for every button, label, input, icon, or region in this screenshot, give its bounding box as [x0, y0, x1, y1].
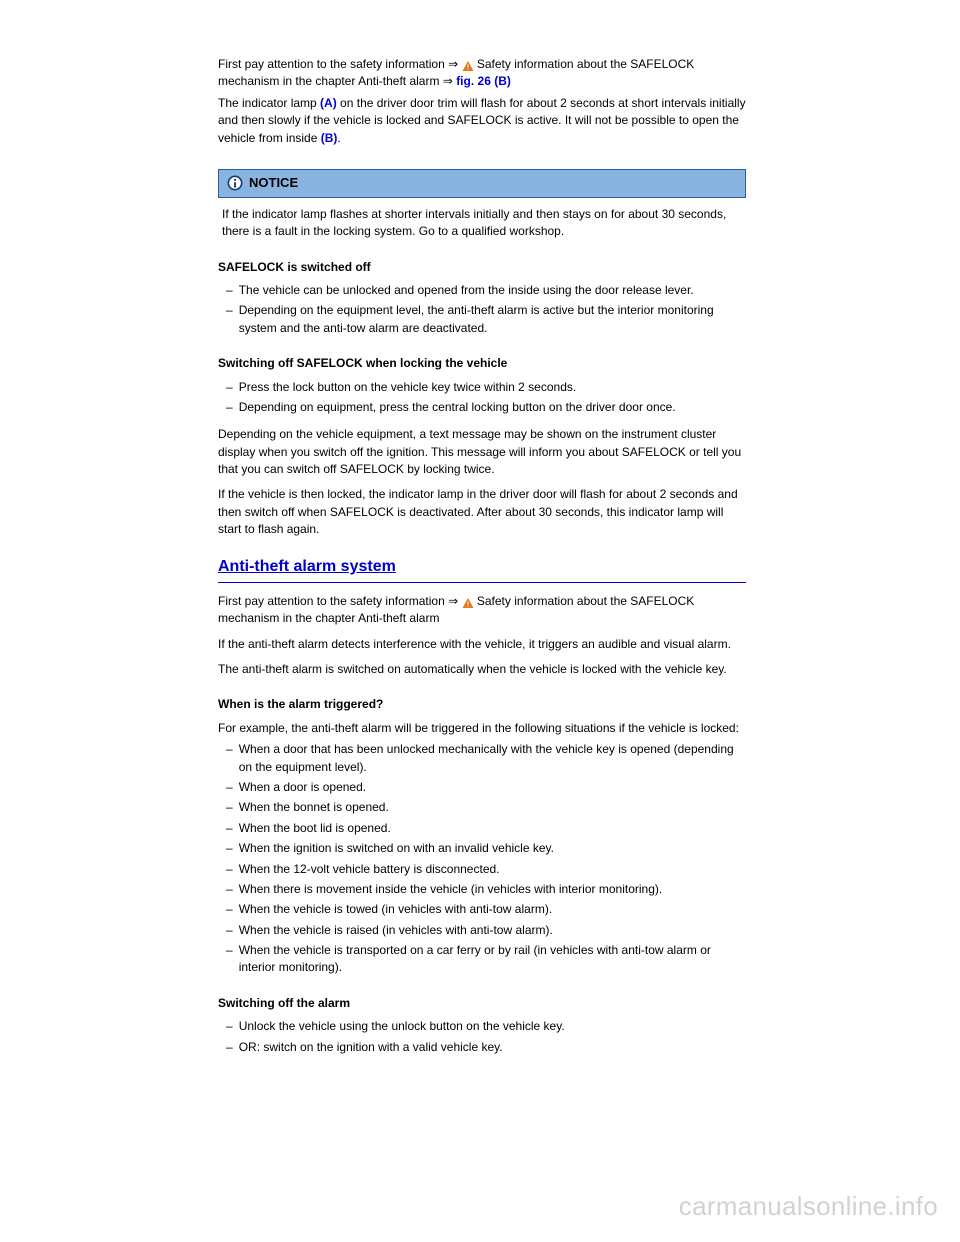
bullet-dash: –: [226, 741, 233, 776]
notice-box: NOTICE If the indicator lamp flashes at …: [218, 169, 746, 241]
list-item: –When the bonnet is opened.: [226, 799, 746, 816]
bullet-text: When the bonnet is opened.: [239, 799, 746, 816]
antitheft-p1: If the anti-theft alarm detects interfer…: [218, 636, 746, 653]
bullet-dash: –: [226, 399, 233, 416]
list-item: –When the boot lid is opened.: [226, 820, 746, 837]
bullet-dash: –: [226, 942, 233, 977]
bullet-dash: –: [226, 799, 233, 816]
bullet-dash: –: [226, 779, 233, 796]
bullet-text: The vehicle can be unlocked and opened f…: [239, 282, 746, 299]
bullet-dash: –: [226, 1018, 233, 1035]
safelock-off-bullets: – The vehicle can be unlocked and opened…: [226, 282, 746, 337]
bullet-text: When the vehicle is transported on a car…: [239, 942, 746, 977]
when-triggered-bullets: –When a door that has been unlocked mech…: [226, 741, 746, 977]
figure-ref-suffix[interactable]: (B): [494, 74, 511, 88]
switching-off-p1: Depending on the vehicle equipment, a te…: [218, 426, 746, 478]
bullet-text: Press the lock button on the vehicle key…: [239, 379, 746, 396]
intro-paragraph-2: The indicator lamp (A) on the driver doo…: [218, 95, 746, 147]
list-item: –When there is movement inside the vehic…: [226, 881, 746, 898]
bullet-dash: –: [226, 861, 233, 878]
bullet-text: Depending on the equipment level, the an…: [239, 302, 746, 337]
safelock-off-title: SAFELOCK is switched off: [218, 259, 746, 276]
intro-text-2: The indicator lamp (A) on the driver doo…: [218, 96, 746, 145]
warning-icon: [462, 60, 474, 72]
bullet-text: Depending on equipment, press the centra…: [239, 399, 746, 416]
bullet-text: When a door that has been unlocked mecha…: [239, 741, 746, 776]
list-item: –When a door is opened.: [226, 779, 746, 796]
notice-icon: [227, 175, 243, 191]
list-item: – Depending on equipment, press the cent…: [226, 399, 746, 416]
antitheft-intro-a: First pay attention to the safety inform…: [218, 594, 445, 608]
bullet-text: When the vehicle is raised (in vehicles …: [239, 922, 746, 939]
warning-icon: [462, 597, 474, 609]
list-item: –When the ignition is switched on with a…: [226, 840, 746, 857]
watermark-text: carmanualsonline.info: [679, 1188, 938, 1226]
heading-rule: [218, 582, 746, 583]
notice-title: NOTICE: [249, 174, 298, 193]
ref-A-link[interactable]: (A): [320, 96, 337, 110]
list-item: –When the 12-volt vehicle battery is dis…: [226, 861, 746, 878]
switching-off-alarm-bullets: –Unlock the vehicle using the unlock but…: [226, 1018, 746, 1056]
list-item: –OR: switch on the ignition with a valid…: [226, 1039, 746, 1056]
bullet-dash: –: [226, 881, 233, 898]
intro-paragraph-1: First pay attention to the safety inform…: [218, 56, 746, 91]
list-item: –When the vehicle is raised (in vehicles…: [226, 922, 746, 939]
antitheft-intro: First pay attention to the safety inform…: [218, 593, 746, 628]
bullet-dash: –: [226, 282, 233, 299]
page-content: First pay attention to the safety inform…: [0, 0, 960, 1056]
figure-ref-link[interactable]: fig. 26: [456, 74, 491, 88]
bullet-text: When the boot lid is opened.: [239, 820, 746, 837]
intro-text-1a: First pay attention to the safety inform…: [218, 57, 458, 71]
bullet-dash: –: [226, 820, 233, 837]
bullet-text: When the vehicle is towed (in vehicles w…: [239, 901, 746, 918]
list-item: –When the vehicle is transported on a ca…: [226, 942, 746, 977]
bullet-dash: –: [226, 901, 233, 918]
bullet-dash: –: [226, 302, 233, 337]
bullet-text: Unlock the vehicle using the unlock butt…: [239, 1018, 746, 1035]
bullet-dash: –: [226, 840, 233, 857]
antitheft-p2: The anti-theft alarm is switched on auto…: [218, 661, 746, 678]
switching-off-p2: If the vehicle is then locked, the indic…: [218, 486, 746, 538]
when-triggered-intro: For example, the anti-theft alarm will b…: [218, 720, 746, 737]
bullet-dash: –: [226, 379, 233, 396]
bullet-text: OR: switch on the ignition with a valid …: [239, 1039, 746, 1056]
switching-off-title: Switching off SAFELOCK when locking the …: [218, 355, 746, 372]
switching-off-alarm-title: Switching off the alarm: [218, 995, 746, 1012]
bullet-dash: –: [226, 1039, 233, 1056]
list-item: – Depending on the equipment level, the …: [226, 302, 746, 337]
switching-off-bullets: – Press the lock button on the vehicle k…: [226, 379, 746, 417]
bullet-dash: –: [226, 922, 233, 939]
bullet-text: When there is movement inside the vehicl…: [239, 881, 746, 898]
antitheft-heading-link[interactable]: Anti-theft alarm system: [218, 558, 396, 575]
list-item: – Press the lock button on the vehicle k…: [226, 379, 746, 396]
list-item: –When a door that has been unlocked mech…: [226, 741, 746, 776]
list-item: –Unlock the vehicle using the unlock but…: [226, 1018, 746, 1035]
intro-text-1c: in the chapter Anti-theft alarm ⇒: [283, 74, 453, 88]
antitheft-heading-wrap: Anti-theft alarm system: [218, 555, 746, 583]
when-triggered-title: When is the alarm triggered?: [218, 696, 746, 713]
bullet-text: When the 12-volt vehicle battery is disc…: [239, 861, 746, 878]
ref-B-link[interactable]: (B): [321, 131, 338, 145]
notice-body: If the indicator lamp flashes at shorter…: [218, 198, 746, 241]
notice-header: NOTICE: [218, 169, 746, 198]
list-item: – The vehicle can be unlocked and opened…: [226, 282, 746, 299]
bullet-text: When a door is opened.: [239, 779, 746, 796]
bullet-text: When the ignition is switched on with an…: [239, 840, 746, 857]
list-item: –When the vehicle is towed (in vehicles …: [226, 901, 746, 918]
